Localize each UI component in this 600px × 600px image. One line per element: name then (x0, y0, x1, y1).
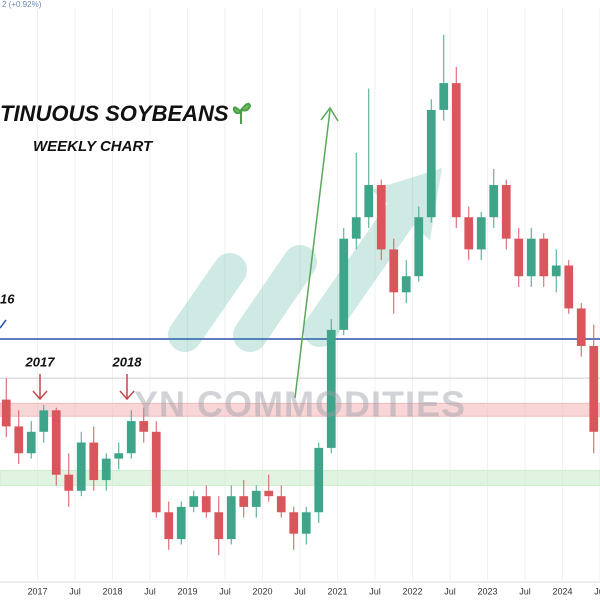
background-layer: 2017 Jul 2018 Jul 2019 Jul 2020 Jul 2021 Jul 2022 J… (0, 8, 600, 596)
candle-body (426, 109, 436, 218)
candle-body (289, 512, 299, 534)
watermark: YN COMMODITIES (134, 384, 466, 425)
x-tick-label: 2022 (402, 586, 422, 596)
candle-body (564, 265, 574, 309)
candle-body (26, 431, 36, 454)
candle-body (489, 185, 499, 218)
annotation-arrows (0, 319, 135, 401)
candle-body (551, 265, 561, 277)
trend-arrow (294, 106, 339, 399)
x-tick-label: Jul (294, 586, 306, 596)
candle-body (239, 496, 249, 507)
x-tick-label: 2017 (27, 586, 47, 596)
candle-body (301, 512, 311, 534)
candle-body (501, 185, 511, 239)
candle-body (214, 512, 224, 540)
candle-body (151, 431, 161, 513)
candle-body (351, 217, 361, 239)
sprout-icon (232, 102, 252, 124)
annotation: 2018 (112, 354, 143, 369)
candle-body (376, 185, 386, 250)
x-tick-label: 2019 (177, 586, 197, 596)
candle-body (414, 217, 424, 277)
candle-body (51, 410, 61, 475)
candle-body (201, 496, 211, 513)
candle-body (514, 238, 524, 277)
candle-body (89, 442, 99, 481)
candle-body (264, 490, 274, 497)
candle-body (176, 506, 186, 540)
candle-body (226, 496, 236, 540)
logo (168, 168, 442, 352)
candle-body (64, 474, 74, 491)
candle-body (276, 496, 286, 513)
candle-body (439, 83, 449, 110)
candle-body (189, 496, 199, 507)
x-tick-label: 2021 (327, 586, 347, 596)
x-tick-label: 2020 (252, 586, 272, 596)
candle-body (539, 238, 549, 277)
x-tick-label: Jul (519, 586, 531, 596)
candle-body (526, 238, 536, 277)
annotation: 16 (0, 291, 15, 306)
candle-body (576, 308, 586, 346)
x-tick-label: Jul (69, 586, 81, 596)
plot-layer (1, 34, 599, 556)
candle-body (114, 453, 124, 459)
candle-body (251, 490, 261, 507)
candle-body (314, 447, 324, 513)
chart-subtitle: WEEKLY CHART (33, 138, 154, 155)
x-tick-label: Jul (444, 586, 456, 596)
candle-body (14, 426, 24, 454)
candle-body (139, 421, 149, 432)
candle-body (401, 276, 411, 293)
x-tick-label: Jul (144, 586, 156, 596)
annotation: 2017 (25, 354, 56, 369)
candle-body (589, 345, 599, 432)
x-tick-label: Jul (219, 586, 231, 596)
candle-body (164, 512, 174, 540)
candle-body (476, 217, 486, 250)
candle-body (339, 238, 349, 330)
zone (0, 469, 600, 486)
x-tick-label: Jul (369, 586, 381, 596)
candle-body (389, 249, 399, 293)
candle-body (1, 399, 11, 427)
x-tick-label: Jul (594, 586, 600, 596)
candle-body (364, 185, 374, 218)
candle-body (39, 410, 49, 432)
chart-title: TINUOUS SOYBEANS (0, 101, 229, 126)
zone (0, 402, 600, 417)
candle-body (464, 217, 474, 250)
candle-body (76, 442, 86, 491)
candle-body (451, 83, 461, 218)
x-tick-label: 2024 (552, 586, 572, 596)
candle-body (101, 458, 111, 481)
candle-body (126, 421, 136, 454)
x-tick-label: 2023 (477, 586, 497, 596)
price-change: 2 (+0.92%) (2, 0, 42, 9)
x-tick-label: 2018 (102, 586, 122, 596)
candle-body (326, 329, 336, 448)
